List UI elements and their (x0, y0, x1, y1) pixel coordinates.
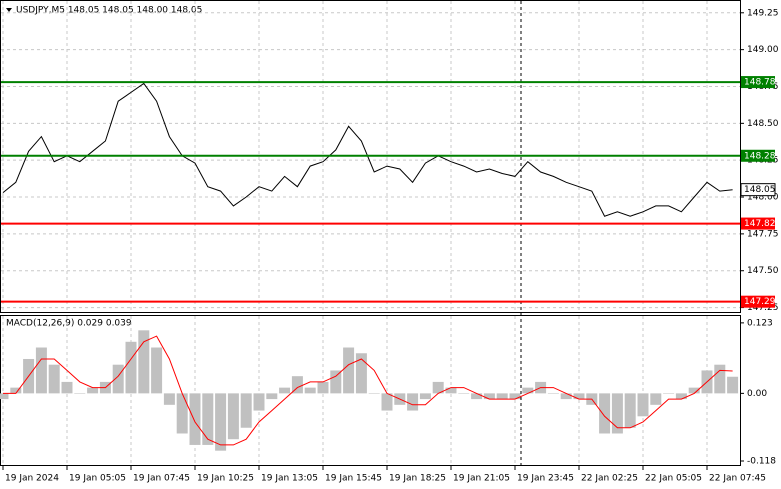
macd-bar (317, 381, 329, 394)
price-title: USDJPY,M5 148.05 148.05 148.00 148.05 (16, 6, 202, 16)
macd-bar (445, 387, 457, 394)
macd-bar (48, 364, 60, 394)
x-tick-label: 22 Jan 05:05 (645, 474, 702, 484)
macd-bar (675, 393, 687, 400)
macd-bar (291, 376, 303, 394)
macd-panel (0, 315, 741, 466)
macd-bar (599, 393, 611, 434)
x-tick-label: 19 Jan 18:25 (389, 474, 446, 484)
macd-bar (650, 393, 662, 405)
macd-bar (74, 393, 86, 394)
macd-bar (560, 393, 572, 400)
macd-bar (87, 387, 99, 394)
macd-bar (522, 387, 534, 394)
macd-bar (35, 347, 47, 394)
macd-bar (304, 387, 316, 394)
y-tick-label: 149.25 (747, 8, 779, 18)
macd-bar (419, 393, 431, 400)
macd-bar (112, 364, 124, 394)
x-tick-label: 19 Jan 2024 (5, 474, 59, 484)
macd-bar (624, 393, 636, 428)
x-tick-label: 19 Jan 13:05 (261, 474, 318, 484)
y-tick-label: -0.118 (747, 456, 776, 466)
macd-bar (125, 341, 137, 394)
macd-bar (663, 393, 675, 394)
macd-bar (573, 393, 585, 400)
macd-bar (611, 393, 623, 434)
macd-bar (163, 393, 175, 405)
x-tick-label: 19 Jan 10:25 (197, 474, 254, 484)
macd-bar (330, 370, 342, 394)
signal-line (3, 335, 733, 446)
macd-bar (215, 393, 227, 451)
last-price-tag (740, 183, 776, 197)
level-label: 148.28 (744, 151, 776, 161)
macd-bar (688, 387, 700, 394)
macd-bar (714, 364, 726, 394)
last-price-label: 148.05 (744, 185, 776, 195)
y-tick-label: 148.00 (747, 193, 779, 203)
y-tick-label: 149.00 (747, 45, 779, 55)
macd-bar (0, 393, 9, 400)
x-tick-label: 19 Jan 05:05 (69, 474, 126, 484)
level-tag (741, 149, 775, 162)
macd-bar (355, 353, 367, 394)
macd-bar (343, 347, 355, 394)
macd-bar (432, 381, 444, 394)
macd-bar (189, 393, 201, 445)
macd-bar (10, 387, 22, 394)
level-tag (741, 295, 775, 308)
level-tag (741, 76, 775, 89)
macd-title: MACD(12,26,9) 0.029 0.039 (6, 319, 132, 329)
x-tick-label: 19 Jan 21:05 (453, 474, 510, 484)
y-tick-label: 147.50 (747, 266, 779, 276)
y-tick-label: 148.50 (747, 119, 779, 129)
macd-bar (381, 393, 393, 411)
x-tick-label: 19 Jan 15:45 (325, 474, 382, 484)
macd-bar (496, 393, 508, 400)
x-tick-label: 22 Jan 02:25 (581, 474, 638, 484)
macd-bar (471, 393, 483, 400)
macd-bar (227, 393, 239, 440)
y-tick-label: 0.00 (747, 389, 767, 399)
menu-arrow (6, 8, 12, 12)
macd-bar (637, 393, 649, 417)
macd-bar (483, 393, 495, 400)
macd-bar (151, 347, 163, 394)
x-tick-label: 19 Jan 23:45 (517, 474, 574, 484)
macd-bar (240, 393, 252, 428)
macd-bar (138, 330, 150, 394)
y-tick-label: 0.123 (747, 318, 773, 328)
level-label: 147.82 (744, 219, 776, 229)
macd-bar (253, 393, 265, 411)
macd-bar (547, 393, 559, 394)
macd-bar (61, 381, 73, 394)
macd-bar (176, 393, 188, 434)
macd-bar (368, 393, 380, 394)
macd-bar (407, 393, 419, 411)
x-tick-label: 22 Jan 07:45 (709, 474, 766, 484)
y-tick-label: 147.25 (747, 303, 779, 313)
macd-bar (202, 393, 214, 445)
level-label: 148.78 (744, 78, 776, 88)
y-tick-label: 147.75 (747, 229, 779, 239)
macd-bar (509, 393, 521, 400)
macd-bar (727, 376, 739, 394)
macd-bar (266, 393, 278, 400)
macd-bar (279, 387, 291, 394)
level-tag (741, 217, 775, 230)
x-tick-label: 19 Jan 07:45 (133, 474, 190, 484)
level-label: 147.29 (744, 297, 776, 307)
macd-bar (458, 393, 470, 394)
